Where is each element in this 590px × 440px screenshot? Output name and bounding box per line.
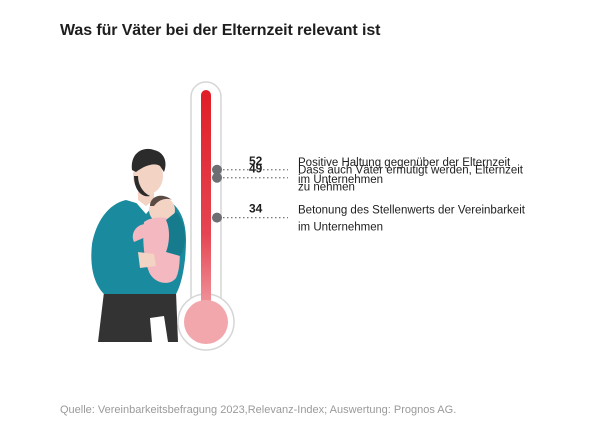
marker-dot-0 [212, 164, 222, 175]
category-label-1: Dass auch Väter ermutigt werden, Elternz… [298, 165, 524, 194]
thermometer-bulb-fill [184, 300, 228, 344]
thermometer-fill [201, 90, 211, 322]
thermometer [177, 81, 235, 351]
marker-dot-2 [212, 212, 222, 223]
value-label-1: 49 [249, 162, 263, 176]
chart-title: Was für Väter bei der Elternzeit relevan… [60, 22, 381, 39]
category-label-0: Positive Haltung gegenüber der Elternzei… [298, 157, 511, 186]
data-marks: 52 Positive Haltung gegenüber der Elternz… [212, 154, 526, 234]
father-with-baby-illustration [91, 148, 186, 342]
marker-dot-1 [212, 172, 222, 183]
value-label-2: 34 [249, 202, 263, 216]
source-note: Quelle: Vereinbarkeitsbefragung 2023,Rel… [60, 404, 457, 416]
category-label-2: Betonung des Stellenwerts der Vereinbark… [298, 205, 526, 234]
value-label-0: 52 [249, 154, 263, 168]
